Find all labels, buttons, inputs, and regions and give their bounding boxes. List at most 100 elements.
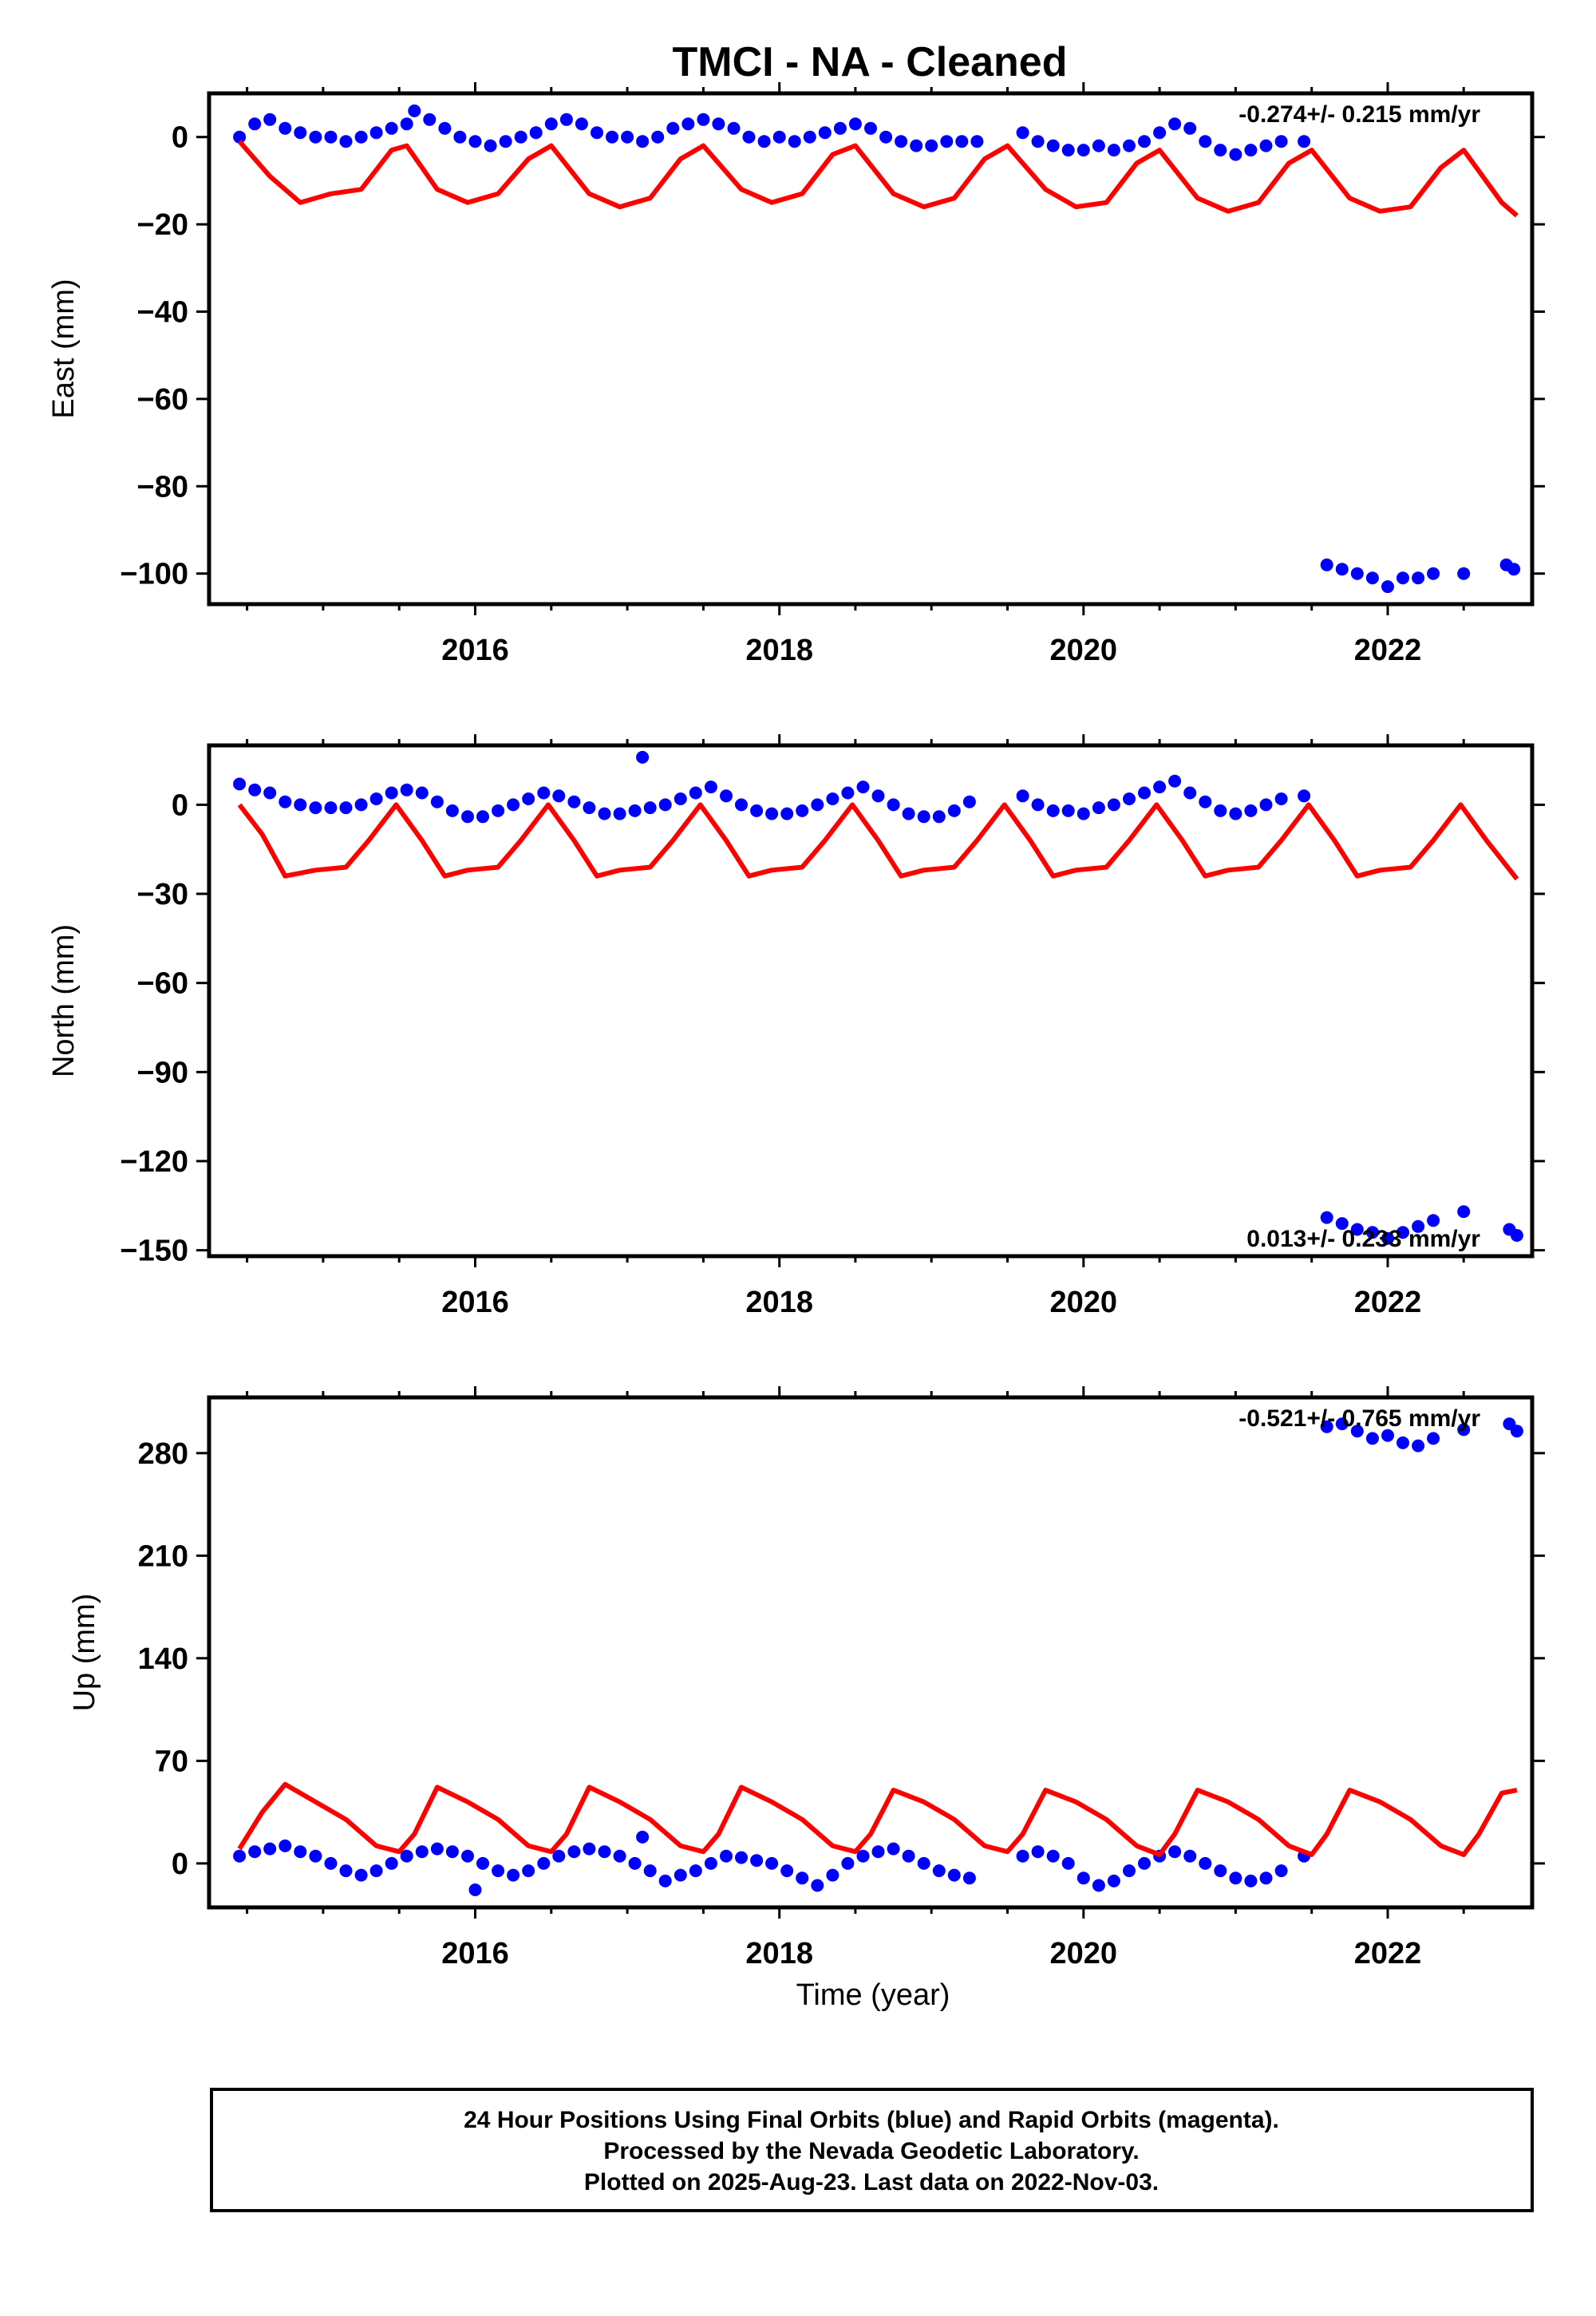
y-axis-label: Up (mm) (68, 1594, 101, 1712)
data-point (354, 130, 368, 144)
data-point (461, 810, 474, 824)
data-point (492, 1864, 505, 1878)
data-point (385, 786, 398, 800)
data-point (339, 1864, 353, 1878)
data-point (1396, 1226, 1409, 1239)
y-tick-label: −30 (137, 878, 188, 911)
data-point (674, 1868, 687, 1882)
data-point (856, 1849, 870, 1863)
data-point (1168, 774, 1182, 788)
data-point (1381, 1231, 1394, 1245)
data-point (902, 807, 915, 820)
data-point (1016, 1849, 1029, 1863)
data-point (1427, 567, 1440, 580)
x-tick-label: 2020 (1050, 634, 1118, 667)
data-point (704, 781, 717, 794)
plot-area (233, 750, 1523, 1245)
data-point (1199, 135, 1212, 148)
data-point (1107, 798, 1120, 812)
data-point (294, 1845, 307, 1859)
data-point (559, 113, 573, 126)
data-point (1259, 139, 1273, 152)
plot-area (233, 1417, 1523, 1896)
data-point (1046, 1849, 1060, 1863)
data-point (1244, 1874, 1258, 1887)
data-point (1123, 139, 1136, 152)
data-point (1350, 1425, 1364, 1438)
east-panel: 2016 2018 2020 2022 0 −20 −40 −60 −80 −100 East (m… (47, 82, 1545, 667)
data-point (666, 121, 680, 135)
chart-title: TMCI - NA - Cleaned (673, 39, 1068, 85)
data-point (1199, 795, 1212, 808)
plot-frame (207, 743, 1535, 1259)
data-point (826, 792, 839, 805)
data-point (1168, 1845, 1182, 1859)
caption-box: 24 Hour Positions Using Final Orbits (bl… (210, 2088, 1534, 2212)
data-point (279, 121, 292, 135)
data-point (575, 117, 588, 131)
data-point (294, 126, 307, 140)
data-point (621, 130, 634, 144)
data-point (567, 1845, 581, 1859)
north-panel: 2016 2018 2020 2022 0 −30 −60 −90 −120 −150 North … (47, 734, 1545, 1319)
data-point (932, 1864, 946, 1878)
y-tick-label: −100 (120, 558, 188, 591)
data-point (1412, 1219, 1425, 1233)
data-point (1229, 1871, 1242, 1885)
data-point (1335, 563, 1349, 576)
data-point (1274, 1864, 1288, 1878)
data-point (628, 804, 642, 817)
data-point (841, 1856, 855, 1870)
data-point (1412, 571, 1425, 585)
data-point (1259, 1871, 1273, 1885)
data-point (1168, 117, 1182, 131)
data-point (658, 798, 672, 812)
data-point (385, 121, 398, 135)
data-point (689, 786, 702, 800)
data-point (765, 807, 779, 820)
data-point (818, 126, 832, 140)
data-point (1457, 1423, 1471, 1437)
data-point (628, 1856, 642, 1870)
data-point (720, 789, 733, 803)
data-point (1046, 139, 1060, 152)
y-tick-label: −90 (137, 1056, 188, 1089)
data-point (430, 795, 444, 808)
data-point (476, 810, 489, 824)
data-point (636, 1830, 650, 1844)
data-point (704, 1856, 717, 1870)
data-point (1214, 804, 1227, 817)
data-point (1214, 144, 1227, 157)
data-point (1061, 804, 1075, 817)
x-tick-label: 2018 (745, 1937, 813, 1970)
data-point (339, 135, 353, 148)
data-point (643, 801, 657, 815)
velocity-label: -0.274+/- 0.215 mm/yr (1238, 101, 1480, 128)
data-point (1350, 567, 1364, 580)
caption-frame (210, 2088, 1534, 2212)
data-point (1214, 1864, 1227, 1878)
data-point (1061, 144, 1075, 157)
data-point (248, 117, 262, 131)
data-point (765, 1856, 779, 1870)
data-point (925, 139, 938, 152)
y-axis-label: East (mm) (47, 279, 81, 418)
model-line (237, 140, 1519, 218)
data-point (780, 807, 794, 820)
data-point (1335, 1417, 1349, 1431)
data-point (324, 1856, 338, 1870)
data-point (476, 1856, 489, 1870)
y-axis-label: North (mm) (47, 924, 81, 1077)
data-point (735, 1851, 748, 1864)
data-point (598, 1845, 611, 1859)
data-point (507, 1868, 520, 1882)
data-point (658, 1874, 672, 1887)
data-point (1107, 1874, 1120, 1887)
data-point (1183, 121, 1197, 135)
data-point (598, 807, 611, 820)
data-point (492, 804, 505, 817)
data-point (415, 786, 429, 800)
data-point (1183, 1849, 1197, 1863)
data-point (1365, 1226, 1379, 1239)
